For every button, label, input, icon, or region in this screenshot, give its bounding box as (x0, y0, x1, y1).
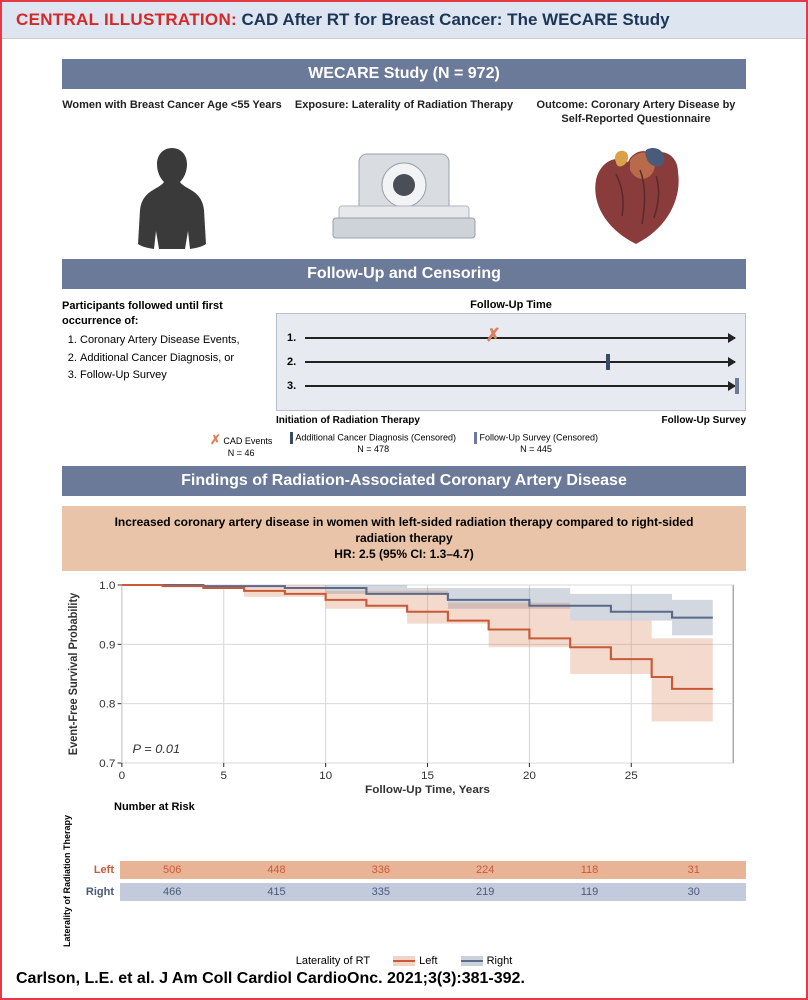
timeline-endpoints: Initiation of Radiation Therapy Follow-U… (276, 415, 746, 426)
nar-cell: 336 (329, 861, 433, 879)
nar-right-label: Right (82, 886, 120, 898)
nar-cell: 506 (120, 861, 224, 879)
criteria-item: Additional Cancer Diagnosis, or (80, 351, 262, 366)
nar-cell: 31 (642, 861, 746, 879)
rt-legend-label: Laterality of RT (296, 955, 370, 967)
nar-title: Number at Risk (114, 801, 746, 813)
followup-section: Participants followed until first occurr… (62, 299, 746, 426)
col-outcome-title: Outcome: Coronary Artery Disease by Self… (526, 99, 746, 137)
timeline-caption: Follow-Up Time (276, 299, 746, 311)
heart-icon (526, 141, 746, 251)
figure-content: WECARE Study (N = 972) Women with Breast… (2, 39, 806, 971)
timeline-legend-item: ✗ CAD EventsN = 46 (210, 432, 272, 458)
nar-ylabel: Laterality of Radiation Therapy (62, 815, 76, 947)
nar-cell: 448 (224, 861, 328, 879)
nar-row-left: Left 50644833622411831 (82, 859, 746, 881)
nar-cell: 219 (433, 883, 537, 901)
nar-cell: 415 (224, 883, 328, 901)
figure-frame: CENTRAL ILLUSTRATION: CAD After RT for B… (0, 0, 808, 1000)
svg-text:0.8: 0.8 (99, 699, 115, 711)
nar-cell: 30 (642, 883, 746, 901)
timeline-legend-item: Follow-Up Survey (Censored)N = 445 (474, 432, 598, 458)
timeline-start-label: Initiation of Radiation Therapy (276, 415, 420, 426)
col-population-title: Women with Breast Cancer Age <55 Years (62, 99, 282, 137)
nar-cell: 224 (433, 861, 537, 879)
col-exposure-title: Exposure: Laterality of Radiation Therap… (294, 99, 514, 137)
svg-text:Follow-Up Time, Years: Follow-Up Time, Years (365, 784, 490, 796)
col-outcome: Outcome: Coronary Artery Disease by Self… (526, 99, 746, 251)
followup-criteria-title: Participants followed until first occurr… (62, 299, 262, 329)
highlight-line1: Increased coronary artery disease in wom… (92, 514, 716, 546)
svg-text:1.0: 1.0 (99, 580, 115, 592)
timeline-legend-item: Additional Cancer Diagnosis (Censored)N … (290, 432, 456, 458)
rt-legend: Laterality of RT Left Right (62, 955, 746, 967)
number-at-risk: Laterality of Radiation Therapy Left 506… (62, 815, 746, 947)
band-study: WECARE Study (N = 972) (62, 59, 746, 89)
citation: Carlson, L.E. et al. J Am Coll Cardiol C… (16, 970, 525, 988)
svg-text:P = 0.01: P = 0.01 (133, 742, 181, 756)
rt-legend-left: Left (419, 955, 437, 967)
followup-criteria: Participants followed until first occurr… (62, 299, 262, 426)
rt-legend-right: Right (487, 955, 513, 967)
header-title: CAD After RT for Breast Cancer: The WECA… (241, 10, 669, 29)
figure-header: CENTRAL ILLUSTRATION: CAD After RT for B… (2, 2, 806, 39)
findings-highlight: Increased coronary artery disease in wom… (62, 506, 746, 571)
nar-left-label: Left (82, 864, 120, 876)
svg-text:20: 20 (523, 770, 536, 782)
svg-text:0: 0 (119, 770, 126, 782)
followup-criteria-list: Coronary Artery Disease Events, Addition… (62, 333, 262, 384)
svg-text:5: 5 (220, 770, 227, 782)
svg-text:10: 10 (319, 770, 332, 782)
criteria-item: Follow-Up Survey (80, 368, 262, 383)
band-findings: Findings of Radiation-Associated Coronar… (62, 466, 746, 496)
band-followup: Follow-Up and Censoring (62, 259, 746, 289)
svg-text:0.9: 0.9 (99, 639, 115, 651)
study-columns: Women with Breast Cancer Age <55 Years E… (62, 99, 746, 251)
nar-cell: 335 (329, 883, 433, 901)
svg-text:15: 15 (421, 770, 434, 782)
highlight-line2: HR: 2.5 (95% CI: 1.3–4.7) (92, 546, 716, 562)
nar-row-right: Right 46641533521911930 (82, 881, 746, 903)
svg-text:Event-Free Survival Probabilit: Event-Free Survival Probability (68, 592, 80, 755)
col-exposure: Exposure: Laterality of Radiation Therap… (294, 99, 514, 251)
nar-cell: 119 (537, 883, 641, 901)
svg-text:0.7: 0.7 (99, 758, 115, 770)
timeline-box: 1.✗ 2. 3. (276, 313, 746, 411)
timeline-legend: ✗ CAD EventsN = 46 Additional Cancer Dia… (62, 432, 746, 458)
svg-text:25: 25 (625, 770, 638, 782)
timeline-end-label: Follow-Up Survey (662, 415, 746, 426)
ct-scanner-icon (294, 141, 514, 251)
km-chart: 0.7 0.8 0.9 1.0 0 5 10 15 20 25 P = 0.01 Follow-Up … (62, 577, 746, 797)
col-population: Women with Breast Cancer Age <55 Years (62, 99, 282, 251)
criteria-item: Coronary Artery Disease Events, (80, 333, 262, 348)
nar-cell: 118 (537, 861, 641, 879)
header-prefix: CENTRAL ILLUSTRATION: (16, 10, 237, 29)
followup-timeline: Follow-Up Time 1.✗ 2. 3. Initiation of R… (276, 299, 746, 426)
nar-cell: 466 (120, 883, 224, 901)
silhouette-icon (62, 141, 282, 251)
